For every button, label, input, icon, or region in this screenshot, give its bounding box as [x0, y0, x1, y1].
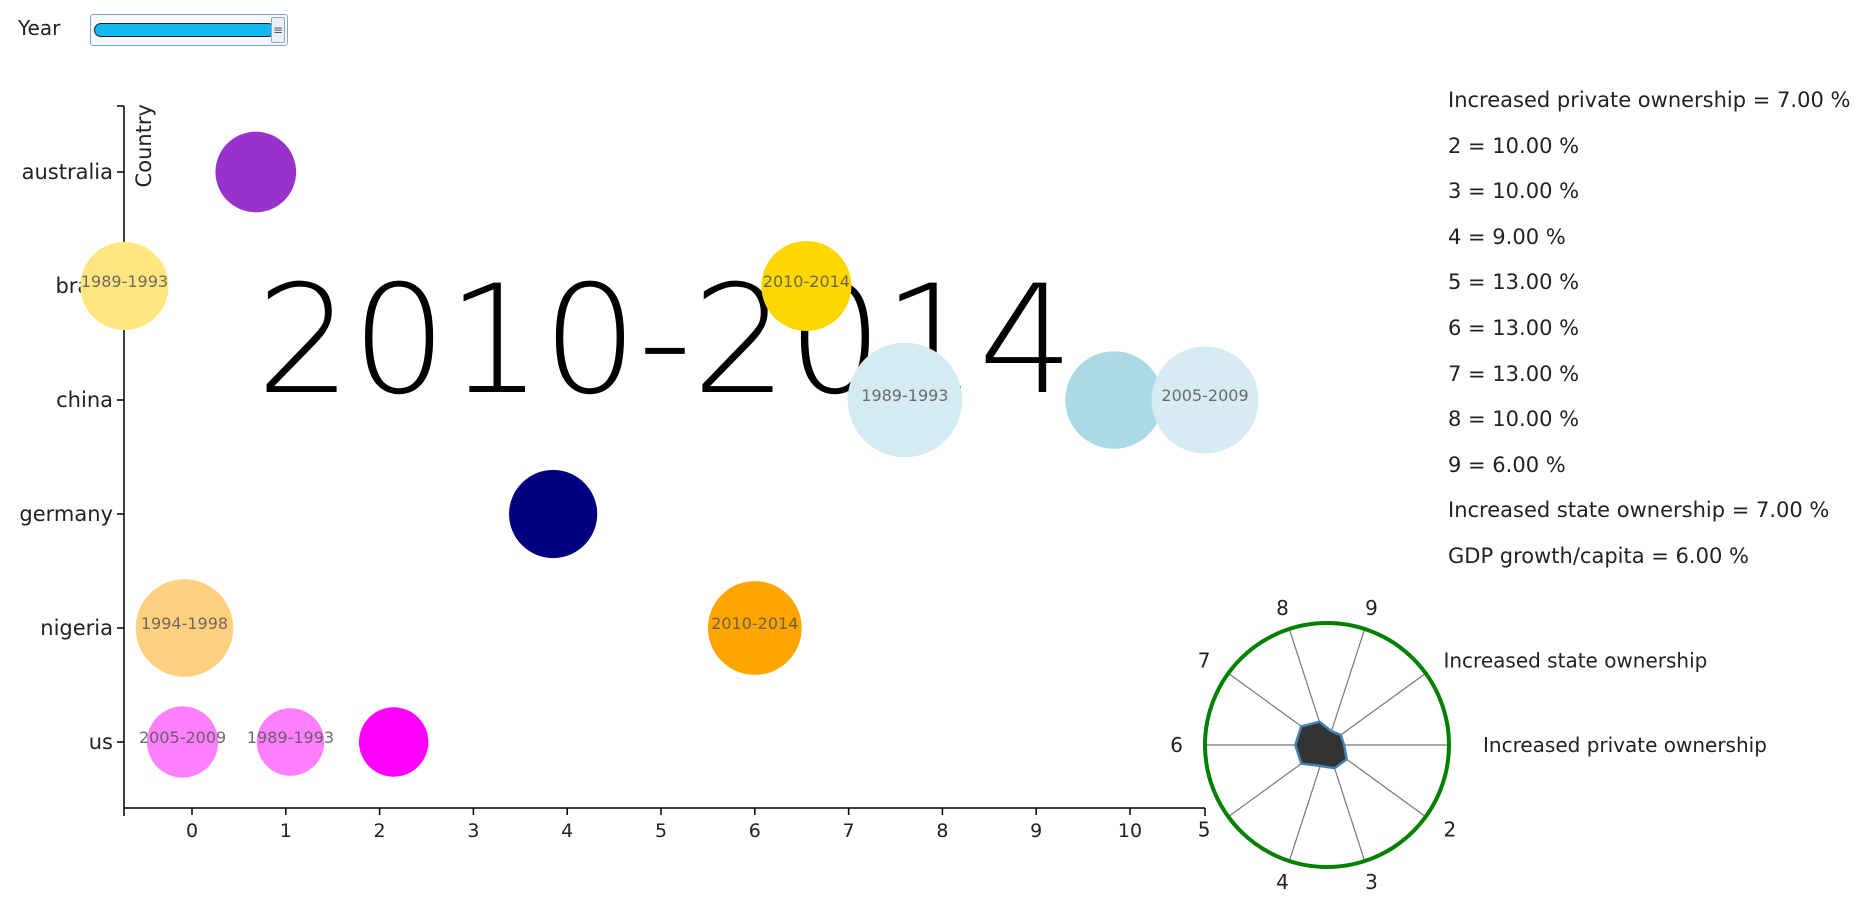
radar-axis-label: 4 [1276, 870, 1289, 894]
bubble [146, 706, 219, 778]
year-label: Year [18, 16, 61, 40]
radar-legend: Increased private ownership = 7.00 % 2 = … [1448, 78, 1850, 580]
x-tick-label: 2 [374, 820, 386, 842]
bubble [80, 241, 169, 331]
y-tick-label: us [89, 730, 113, 754]
radar-spoke [1326, 628, 1366, 746]
bubble [761, 240, 852, 332]
radar-spoke [1326, 672, 1427, 746]
legend-entry: 4 = 9.00 % [1448, 224, 1566, 249]
radar-area [1293, 720, 1349, 770]
legend-entry: Increased private ownership = 7.00 % [1448, 88, 1851, 112]
x-tick-label: 10 [1118, 820, 1142, 842]
bubble [509, 469, 598, 559]
bubble-label: 2005-2009 [139, 728, 226, 747]
bubble [707, 581, 802, 675]
bubble [135, 579, 234, 677]
legend-entry: 3 = 10.00 % [1448, 179, 1580, 204]
x-tick-label: 8 [936, 820, 948, 842]
y-axis-title: Country [132, 104, 156, 187]
y-tick-label: nigeria [40, 616, 113, 640]
bubble-label: 2010-2014 [711, 614, 798, 633]
x-tick-label: 1 [280, 820, 292, 842]
bubble [256, 708, 325, 776]
bubble-layer: 1989-1993 2010-2014 1989-1993 2005-2009 1994… [80, 131, 1259, 778]
legend-entry: 6 = 13.00 % [1448, 315, 1580, 340]
radar-axis-label: 9 [1365, 596, 1378, 620]
y-tick-label: germany [19, 502, 113, 526]
bubble [1065, 351, 1163, 449]
bubble [358, 707, 429, 777]
radar-axis-label: 3 [1365, 870, 1378, 894]
legend-entry: 2 = 10.00 % [1448, 133, 1580, 158]
bubble [215, 131, 297, 213]
radar-outline [1203, 621, 1451, 869]
x-tick-label: 7 [843, 820, 855, 842]
radar-axis-label: Increased state ownership [1443, 648, 1707, 672]
year-slider[interactable]: ≡ [90, 14, 288, 46]
radar-axis-label: 7 [1198, 648, 1211, 672]
x-tick-label: 6 [749, 820, 761, 842]
bubble-label: 1989-1993 [247, 728, 334, 747]
radar-axis-label: 6 [1170, 733, 1183, 757]
radar-chart: Increased private ownership 2 3 4 5 6 7 8 9 Incre… [1170, 596, 1767, 894]
legend-entry: 8 = 10.00 % [1448, 407, 1580, 432]
bubble [1151, 346, 1259, 454]
legend-entry: 5 = 13.00 % [1448, 270, 1580, 295]
year-slider-thumb[interactable]: ≡ [271, 17, 285, 43]
radar-axis-label: 8 [1276, 596, 1289, 620]
radar-axis-label: 5 [1198, 818, 1211, 842]
x-tick-label: 3 [467, 820, 479, 842]
y-tick-label: china [56, 388, 113, 412]
legend-entry: 9 = 6.00 % [1448, 452, 1566, 477]
radar-axis-label: Increased private ownership [1483, 733, 1767, 757]
y-tick-label: australia [22, 160, 113, 184]
x-tick-label: 0 [186, 820, 198, 842]
legend-entry: 7 = 13.00 % [1448, 361, 1580, 386]
legend-entry: Increased state ownership = 7.00 % [1448, 498, 1830, 523]
bubble-label: 2005-2009 [1161, 386, 1248, 405]
bubble-label: 1994-1998 [141, 614, 228, 633]
radar-axis-label: 2 [1443, 818, 1456, 842]
x-tick-label: 5 [655, 820, 667, 842]
bubble-label: 2010-2014 [763, 272, 850, 291]
bubble-label: 1989-1993 [81, 272, 168, 291]
legend-entry: GDP growth/capita = 6.00 % [1448, 543, 1749, 568]
x-tick-label: 9 [1030, 820, 1042, 842]
x-tick-label: 4 [561, 820, 573, 842]
bubble-label: 1989-1993 [861, 386, 948, 405]
bubble [847, 342, 963, 458]
